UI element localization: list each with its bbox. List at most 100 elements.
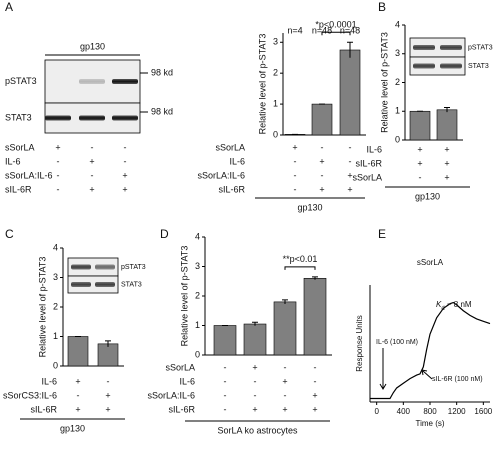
footer-label: gp130	[60, 423, 85, 433]
condition-sign: -	[124, 142, 127, 152]
condition-sign: -	[294, 156, 297, 166]
condition-sign: +	[319, 156, 324, 166]
annotation-arrow	[421, 369, 433, 380]
condition-label: IL-6	[41, 376, 57, 386]
blot-band	[71, 282, 91, 287]
bar	[339, 49, 361, 136]
y-tick-label: 3	[273, 37, 278, 47]
significance-bracket	[284, 266, 316, 270]
condition-label: sIL-6R	[168, 404, 195, 414]
blot-frame	[67, 275, 119, 294]
condition-sign: -	[57, 170, 60, 180]
band-label: pSTAT3	[5, 76, 37, 86]
bar	[213, 325, 237, 356]
band-label: STAT3	[121, 281, 142, 288]
kd-label: Kd ~ 8 nM	[436, 300, 472, 311]
condition-sign: +	[282, 376, 287, 386]
n-label: n=4	[287, 25, 302, 35]
annotation: sIL-6R (100 nM)	[432, 376, 483, 383]
band-label: pSTAT3	[121, 264, 146, 271]
condition-sign: -	[349, 156, 352, 166]
panel-letter: B	[378, 0, 386, 14]
y-tick-label: 2	[273, 68, 278, 78]
condition-label: IL-6	[5, 156, 21, 166]
y-tick-label: 3	[195, 261, 200, 271]
condition-sign: -	[349, 142, 352, 152]
bar	[97, 343, 119, 367]
sensorgram-line	[370, 301, 491, 400]
blot-band	[440, 45, 462, 50]
y-axis-label: Response Units	[355, 315, 364, 371]
condition-label: sIL-6R	[30, 404, 57, 414]
blot-band	[95, 282, 115, 287]
condition-sign: +	[319, 184, 324, 194]
condition-sign: +	[312, 404, 317, 414]
error-bar	[347, 41, 353, 58]
blot-title: gp130	[80, 41, 105, 51]
x-tick-label: 1600	[474, 407, 492, 416]
footer-label: gp130	[297, 202, 322, 212]
error-bar	[105, 340, 111, 347]
y-tick-label: 4	[395, 19, 400, 29]
band-label: STAT3	[468, 63, 489, 70]
blot-band	[413, 63, 435, 69]
condition-sign: +	[55, 142, 60, 152]
y-tick-label: 2	[195, 290, 200, 300]
condition-sign: -	[91, 142, 94, 152]
marker-label: 98 kd	[151, 106, 173, 116]
bar	[311, 103, 333, 136]
y-tick-label: 2	[53, 301, 58, 311]
bar	[273, 301, 297, 356]
condition-sign: +	[444, 144, 449, 154]
n-label: n=48	[312, 25, 332, 35]
error-bar	[444, 107, 450, 113]
condition-sign: +	[75, 376, 80, 386]
footer-label: SorLA ko astrocytes	[217, 425, 298, 435]
blot-band	[71, 264, 91, 270]
kd-subscript: d	[441, 306, 444, 312]
panel-letter: E	[378, 227, 386, 241]
condition-sign: -	[57, 156, 60, 166]
y-tick-label: 0	[195, 349, 200, 359]
y-tick-label: 2	[395, 77, 400, 87]
error-bar	[312, 276, 318, 280]
y-tick-label: 1	[195, 320, 200, 330]
y-tick-label: 0	[273, 129, 278, 139]
significance-label: *p<0.0001	[315, 20, 356, 30]
condition-sign: -	[254, 390, 257, 400]
condition-label: sIL-6R	[5, 184, 32, 194]
annotation: IL-6 (100 nM)	[376, 339, 418, 346]
condition-sign: -	[124, 156, 127, 166]
condition-sign: -	[284, 390, 287, 400]
condition-sign: +	[105, 404, 110, 414]
chart-title: sSorLA	[417, 258, 444, 267]
condition-sign: +	[444, 172, 449, 182]
blot-band	[413, 45, 435, 50]
kd-symbol: K	[436, 300, 442, 309]
blot-band	[45, 115, 71, 121]
y-tick-label: 3	[395, 48, 400, 58]
condition-label: IL-6	[229, 156, 245, 166]
condition-sign: +	[75, 404, 80, 414]
blot-band	[112, 115, 138, 121]
x-tick-label: 400	[397, 407, 411, 416]
condition-sign: +	[282, 404, 287, 414]
condition-label: sIL-6R	[355, 158, 382, 168]
condition-sign: +	[347, 184, 352, 194]
condition-sign: +	[122, 184, 127, 194]
y-tick-label: 1	[53, 331, 58, 341]
condition-sign: -	[294, 184, 297, 194]
panel-letter: D	[160, 227, 169, 241]
condition-label: IL-6	[179, 376, 195, 386]
annotation-arrow	[379, 348, 387, 390]
condition-sign: -	[77, 390, 80, 400]
panel-letter: C	[5, 227, 14, 241]
condition-sign: -	[314, 376, 317, 386]
condition-sign: -	[91, 170, 94, 180]
condition-label: IL-6	[366, 144, 382, 154]
condition-sign: +	[252, 404, 257, 414]
blot-band	[79, 79, 105, 84]
condition-label: sSorCS3:IL-6	[3, 390, 57, 400]
y-tick-label: 1	[395, 106, 400, 116]
